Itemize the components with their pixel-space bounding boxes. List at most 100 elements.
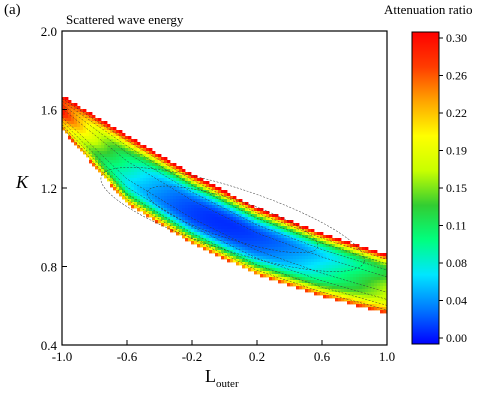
heatmap-cell bbox=[101, 172, 105, 176]
heatmap-cell bbox=[167, 208, 171, 212]
heatmap-cell bbox=[194, 199, 198, 203]
heatmap-cell bbox=[287, 226, 291, 230]
heatmap-cell bbox=[293, 223, 297, 227]
heatmap-cell bbox=[167, 199, 171, 203]
heatmap-cell bbox=[335, 274, 339, 278]
heatmap-cell bbox=[332, 274, 336, 278]
heatmap-cell bbox=[74, 121, 78, 125]
heatmap-cell bbox=[152, 205, 156, 209]
heatmap-cell bbox=[272, 265, 276, 269]
heatmap-cell bbox=[257, 223, 261, 227]
heatmap-cell bbox=[197, 205, 201, 209]
heatmap-cell bbox=[98, 133, 102, 137]
heatmap-cell bbox=[116, 187, 120, 191]
heatmap-cell bbox=[374, 286, 378, 290]
heatmap-cell bbox=[86, 145, 90, 149]
heatmap-cell bbox=[206, 202, 210, 206]
heatmap-cell bbox=[329, 241, 333, 245]
heatmap-cell bbox=[176, 190, 180, 194]
heatmap-cell bbox=[284, 247, 288, 251]
heatmap-cell bbox=[368, 280, 372, 284]
heatmap-cell bbox=[374, 301, 378, 305]
heatmap-cell bbox=[161, 202, 165, 206]
heatmap-cell bbox=[200, 244, 204, 248]
heatmap-cell bbox=[95, 133, 99, 137]
heatmap-cell bbox=[251, 226, 255, 230]
heatmap-cell bbox=[185, 232, 189, 236]
heatmap-cell bbox=[365, 250, 369, 254]
heatmap-cell bbox=[332, 280, 336, 284]
heatmap-cell bbox=[233, 244, 237, 248]
heatmap-cell bbox=[185, 220, 189, 224]
heatmap-cell bbox=[299, 259, 303, 263]
heatmap-cell bbox=[263, 235, 267, 239]
heatmap-cell bbox=[212, 250, 216, 254]
heatmap-cell bbox=[71, 139, 75, 143]
heatmap-cell bbox=[149, 169, 153, 173]
heatmap-cell bbox=[335, 238, 339, 242]
heatmap-cell bbox=[209, 190, 213, 194]
heatmap-cell bbox=[143, 154, 147, 158]
heatmap-cell bbox=[359, 271, 363, 275]
heatmap-cell bbox=[149, 154, 153, 158]
heatmap-cell bbox=[350, 250, 354, 254]
heatmap-cell bbox=[83, 145, 87, 149]
heatmap-cell bbox=[260, 268, 264, 272]
heatmap-cell bbox=[125, 139, 129, 143]
heatmap-cell bbox=[320, 274, 324, 278]
heatmap-cell bbox=[308, 277, 312, 281]
heatmap-cell bbox=[275, 220, 279, 224]
heatmap-cell bbox=[203, 238, 207, 242]
heatmap-cell bbox=[131, 202, 135, 206]
heatmap-cell bbox=[218, 190, 222, 194]
heatmap-cell bbox=[275, 256, 279, 260]
heatmap-cell bbox=[368, 250, 372, 254]
heatmap-cell bbox=[134, 184, 138, 188]
heatmap-cell bbox=[251, 247, 255, 251]
heatmap-cell bbox=[230, 250, 234, 254]
heatmap-cell bbox=[206, 205, 210, 209]
heatmap-cell bbox=[305, 253, 309, 257]
heatmap-cell bbox=[182, 184, 186, 188]
heatmap-cell bbox=[77, 112, 81, 116]
heatmap-cell bbox=[290, 280, 294, 284]
heatmap-cell bbox=[116, 190, 120, 194]
heatmap-cell bbox=[227, 253, 231, 257]
heatmap-cell bbox=[236, 217, 240, 221]
heatmap-cell bbox=[98, 130, 102, 134]
heatmap-cell bbox=[104, 121, 108, 125]
heatmap-cell bbox=[125, 136, 129, 140]
heatmap-cell bbox=[113, 163, 117, 167]
heatmap-cell bbox=[62, 121, 66, 125]
heatmap-cell bbox=[122, 154, 126, 158]
heatmap-cell bbox=[275, 226, 279, 230]
heatmap-cell bbox=[137, 154, 141, 158]
heatmap-cell bbox=[158, 193, 162, 197]
heatmap-cell bbox=[110, 169, 114, 173]
heatmap-cell bbox=[377, 307, 381, 311]
heatmap-cell bbox=[71, 103, 75, 107]
heatmap-cell bbox=[287, 256, 291, 260]
heatmap-cell bbox=[206, 199, 210, 203]
heatmap-cell bbox=[293, 268, 297, 272]
heatmap-cell bbox=[197, 190, 201, 194]
heatmap-cell bbox=[224, 208, 228, 212]
heatmap-cell bbox=[65, 124, 69, 128]
heatmap-cell bbox=[98, 166, 102, 170]
heatmap-cell bbox=[335, 244, 339, 248]
heatmap-cell bbox=[203, 220, 207, 224]
heatmap-cell bbox=[185, 172, 189, 176]
heatmap-cell bbox=[326, 283, 330, 287]
heatmap-cell bbox=[146, 187, 150, 191]
heatmap-cell bbox=[374, 268, 378, 272]
heatmap-cell bbox=[302, 271, 306, 275]
heatmap-cell bbox=[239, 259, 243, 263]
heatmap-cell bbox=[260, 271, 264, 275]
colorbar-ticks: 0.300.260.220.190.150.110.080.040.00 bbox=[439, 31, 467, 345]
heatmap-cell bbox=[353, 277, 357, 281]
heatmap-cell bbox=[101, 130, 105, 134]
heatmap-cell bbox=[116, 151, 120, 155]
heatmap-cell bbox=[365, 259, 369, 263]
heatmap-cell bbox=[383, 262, 387, 266]
heatmap-cell bbox=[248, 259, 252, 263]
